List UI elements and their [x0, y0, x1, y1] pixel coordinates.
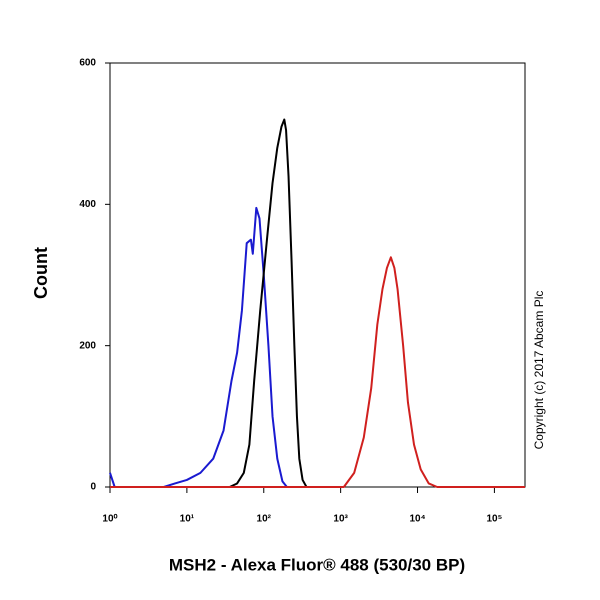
x-tick-label: 10⁰ [102, 514, 117, 525]
y-axis-label: Count [31, 247, 51, 299]
histogram-line [110, 118, 308, 488]
x-tick-label: 10³ [333, 514, 348, 525]
x-tick-label: 10¹ [180, 514, 195, 525]
y-tick-label: 0 [90, 482, 96, 493]
histogram-line [110, 256, 525, 488]
y-tick-label: 600 [79, 58, 96, 69]
histogram-line [109, 206, 288, 488]
x-tick-label: 10⁵ [486, 514, 502, 525]
copyright: Copyright (c) 2017 Abcam Plc [532, 291, 546, 450]
y-tick-label: 400 [79, 199, 96, 210]
y-tick-label: 200 [79, 340, 96, 351]
x-tick-label: 10² [257, 514, 272, 525]
plot-frame [109, 62, 526, 488]
x-axis-label: MSH2 - Alexa Fluor® 488 (530/30 BP) [169, 555, 465, 574]
x-tick-label: 10⁴ [409, 514, 425, 525]
